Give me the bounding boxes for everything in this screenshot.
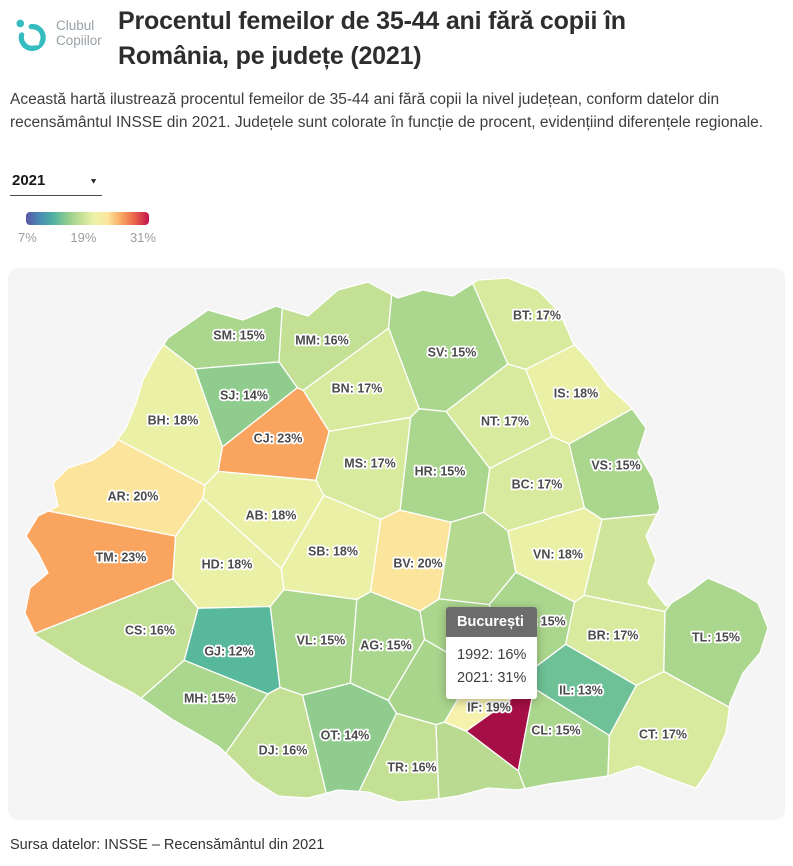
county-label-SJ: SJ: 14% <box>220 389 268 403</box>
county-label-BH: BH: 18% <box>148 414 199 428</box>
county-DJ[interactable] <box>225 686 327 799</box>
county-label-VN: VN: 18% <box>533 548 583 562</box>
county-label-HR: HR: 15% <box>415 465 466 479</box>
county-label-VL: VL: 15% <box>297 634 346 648</box>
legend-mid-label: 19% <box>70 230 97 245</box>
tooltip-row-1992: 1992: 16% <box>457 647 527 663</box>
county-VS[interactable] <box>568 408 661 520</box>
legend-min-label: 7% <box>18 230 37 245</box>
county-label-IF: IF: 19% <box>467 701 511 715</box>
logo[interactable]: Clubul Copiilor <box>12 12 114 62</box>
romania-county-map: SM: 15% MM: 16% BT: 17% SV: 15% IS: 18% SJ: 1… <box>24 277 769 803</box>
county-label-GJ: GJ: 12% <box>204 645 253 659</box>
county-label-MH: MH: 15% <box>184 692 236 706</box>
county-label-BT: BT: 17% <box>513 309 561 323</box>
tooltip-title: București <box>446 607 538 637</box>
county-label-CT: CT: 17% <box>639 728 687 742</box>
county-label-BR: BR: 17% <box>588 629 639 643</box>
county-label-OT: OT: 14% <box>321 729 370 743</box>
page-title: Procentul femeilor de 35-44 ani fără cop… <box>118 7 626 70</box>
county-label-TR: TR: 16% <box>387 761 436 775</box>
county-label-SM: SM: 15% <box>213 329 264 343</box>
logo-text: Clubul Copiilor <box>56 18 102 48</box>
county-TR[interactable] <box>358 712 440 803</box>
county-label-CJ: CJ: 23% <box>254 432 303 446</box>
choropleth-map-panel: SM: 15% MM: 16% BT: 17% SV: 15% IS: 18% SJ: 1… <box>8 268 785 820</box>
county-label-BC: BC: 17% <box>512 478 563 492</box>
county-label-CS: CS: 16% <box>125 624 175 638</box>
county-GL[interactable] <box>583 513 673 613</box>
county-label-BN: BN: 17% <box>332 382 383 396</box>
legend-labels: 7% 19% 31% <box>18 230 156 245</box>
county-label-CL: CL: 15% <box>531 724 580 738</box>
county-label-MM: MM: 16% <box>295 334 348 348</box>
county-label-VS: VS: 15% <box>591 459 640 473</box>
county-label-BV: BV: 20% <box>393 557 442 571</box>
county-CT[interactable] <box>607 670 731 789</box>
county-OT[interactable] <box>301 682 398 794</box>
county-label-TM: TM: 23% <box>96 551 147 565</box>
tooltip-row-2021: 2021: 31% <box>457 670 527 687</box>
county-label-IL: IL: 13% <box>559 684 603 698</box>
county-label-NT: NT: 17% <box>481 415 529 429</box>
data-source: Sursa datelor: INSSE – Recensământul din… <box>10 837 325 853</box>
page-description: Această hartă ilustrează procentul femei… <box>10 91 764 131</box>
county-MH[interactable] <box>140 659 269 754</box>
logo-icon <box>16 19 46 52</box>
county-CL[interactable] <box>517 687 611 790</box>
county-label-IS: IS: 18% <box>554 387 598 401</box>
county-label-SV: SV: 15% <box>428 346 477 360</box>
logo-line1: Clubul <box>56 18 95 33</box>
county-label-TL: TL: 15% <box>692 631 740 645</box>
color-legend: 7% 19% 31% <box>18 212 166 245</box>
county-label-AR: AR: 20% <box>108 490 159 504</box>
county-label-MS: MS: 17% <box>344 457 395 471</box>
county-label-AB: AB: 18% <box>246 509 297 523</box>
tooltip-body: 1992: 16% 2021: 31% <box>446 637 538 700</box>
legend-gradient-bar <box>26 212 149 225</box>
legend-max-label: 31% <box>129 230 156 245</box>
county-label-DJ: DJ: 16% <box>259 744 308 758</box>
county-label-HD: HD: 18% <box>202 558 253 572</box>
logo-line2: Copiilor <box>56 33 102 48</box>
year-select-value: 2021 <box>12 172 46 189</box>
county-label-AG: AG: 15% <box>360 639 411 653</box>
chevron-down-icon: ▼ <box>89 176 98 185</box>
county-label-SB: SB: 18% <box>308 545 358 559</box>
year-select[interactable]: 2021 ▼ <box>10 169 102 196</box>
tooltip-bucuresti: București 1992: 16% 2021: 31% <box>446 607 538 700</box>
